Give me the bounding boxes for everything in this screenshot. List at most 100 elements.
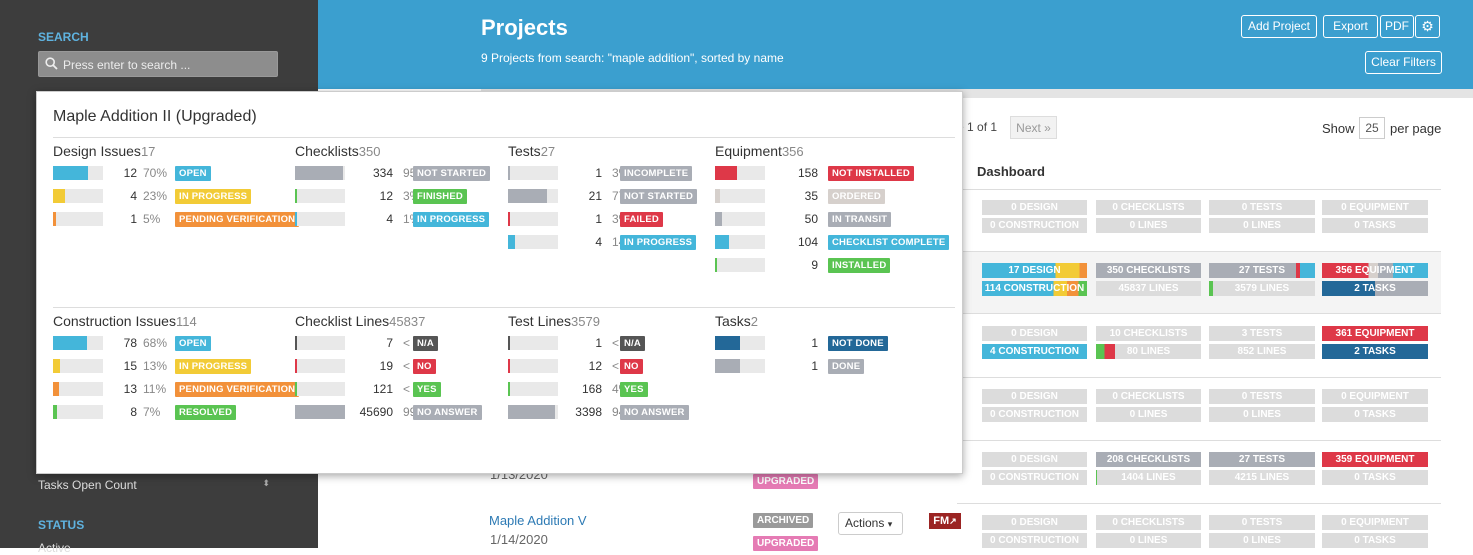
dashboard-pill[interactable]: 17 DESIGN: [982, 263, 1087, 278]
dashboard-pill[interactable]: 0 EQUIPMENT: [1322, 515, 1428, 530]
add-project-button[interactable]: Add Project: [1241, 15, 1317, 38]
section-heading: Design Issues17: [53, 143, 155, 159]
dashboard-pill[interactable]: 0 DESIGN: [982, 452, 1087, 467]
dashboard-pill[interactable]: 0 TASKS: [1322, 470, 1428, 485]
dashboard-pill[interactable]: 0 EQUIPMENT: [1322, 200, 1428, 215]
dashboard-pill[interactable]: 2 TASKS: [1322, 344, 1428, 359]
section-count: 356: [781, 144, 804, 159]
status-count: 35: [804, 189, 818, 203]
actions-dropdown[interactable]: Actions ▾: [838, 512, 903, 535]
dashboard-pill[interactable]: 0 LINES: [1209, 218, 1315, 233]
upgraded-badge: UPGRADED: [753, 536, 819, 551]
progress-fill: [715, 189, 720, 203]
status-count: 1: [595, 336, 602, 350]
status-progress-bar: [295, 212, 345, 226]
dashboard-pill[interactable]: 350 CHECKLISTS: [1096, 263, 1201, 278]
status-percent: 68%: [143, 336, 168, 350]
row-divider: [957, 313, 1441, 314]
section-heading: Equipment356: [715, 143, 804, 159]
progress-fill: [53, 336, 87, 350]
progress-fill: [53, 166, 88, 180]
fm-link-button[interactable]: FM↗: [929, 513, 961, 529]
caret-down-icon: ▾: [887, 519, 893, 529]
section-count: 3579: [571, 314, 600, 329]
dashboard-pill[interactable]: 356 EQUIPMENT: [1322, 263, 1428, 278]
section-name: Checklists: [295, 143, 359, 159]
dashboard-pill[interactable]: 0 CONSTRUCTION: [982, 407, 1087, 422]
dashboard-pill[interactable]: 0 DESIGN: [982, 326, 1087, 341]
dashboard-pill-label: 1404 LINES: [1121, 472, 1176, 483]
dashboard-pill[interactable]: 0 CONSTRUCTION: [982, 470, 1087, 485]
status-percent: 23%: [143, 189, 168, 203]
dashboard-pill[interactable]: 0 CHECKLISTS: [1096, 515, 1201, 530]
project-summary-popover: Maple Addition II (Upgraded) Design Issu…: [36, 91, 963, 474]
dashboard-pill[interactable]: 2 TASKS: [1322, 281, 1428, 296]
section-count: 45837: [389, 314, 426, 329]
status-active[interactable]: Active: [38, 541, 71, 555]
status-label: OPEN: [175, 166, 211, 181]
project-link-maple-addition-v[interactable]: Maple Addition V: [489, 513, 587, 528]
dashboard-pill[interactable]: 0 EQUIPMENT: [1322, 389, 1428, 404]
dashboard-pill[interactable]: 0 DESIGN: [982, 200, 1087, 215]
section-heading: Construction Issues114: [53, 313, 197, 329]
dashboard-pill[interactable]: 0 LINES: [1096, 218, 1201, 233]
section-heading: Test Lines3579: [508, 313, 600, 329]
progress-fill: [53, 212, 56, 226]
dashboard-pill[interactable]: 3 TESTS: [1209, 326, 1315, 341]
dashboard-pill-label: 0 DESIGN: [1011, 391, 1058, 402]
dashboard-pill-label: 0 CHECKLISTS: [1112, 202, 1185, 213]
dashboard-pill[interactable]: 0 LINES: [1209, 533, 1315, 548]
dashboard-pill[interactable]: 0 DESIGN: [982, 389, 1087, 404]
dashboard-pill[interactable]: 0 LINES: [1209, 407, 1315, 422]
search-input[interactable]: Press enter to search ...: [38, 51, 278, 77]
section-name: Design Issues: [53, 143, 141, 159]
dashboard-pill[interactable]: 27 TESTS: [1209, 452, 1315, 467]
status-count: 1: [130, 212, 137, 226]
dashboard-pill[interactable]: 0 TASKS: [1322, 407, 1428, 422]
dashboard-pill[interactable]: 361 EQUIPMENT: [1322, 326, 1428, 341]
dashboard-pill[interactable]: 1404 LINES: [1096, 470, 1201, 485]
dashboard-pill[interactable]: 0 CONSTRUCTION: [982, 218, 1087, 233]
dashboard-pill[interactable]: 0 TESTS: [1209, 389, 1315, 404]
pdf-button[interactable]: PDF: [1380, 15, 1414, 38]
dashboard-pill[interactable]: 0 CONSTRUCTION: [982, 533, 1087, 548]
settings-button[interactable]: ⚙: [1415, 15, 1440, 38]
dashboard-pill[interactable]: 4215 LINES: [1209, 470, 1315, 485]
dashboard-pill[interactable]: 0 TASKS: [1322, 218, 1428, 233]
dashboard-pill-label: 361 EQUIPMENT: [1335, 328, 1415, 339]
dashboard-pill[interactable]: 0 TASKS: [1322, 533, 1428, 548]
section-name: Checklist Lines: [295, 313, 390, 329]
dashboard-pill[interactable]: 0 CHECKLISTS: [1096, 200, 1201, 215]
status-progress-bar: [295, 189, 345, 203]
status-count: 4: [130, 189, 137, 203]
dashboard-pill[interactable]: 208 CHECKLISTS: [1096, 452, 1201, 467]
status-progress-bar: [715, 235, 765, 249]
dashboard-pill[interactable]: 0 LINES: [1096, 533, 1201, 548]
dashboard-pill[interactable]: 0 DESIGN: [982, 515, 1087, 530]
dashboard-pill[interactable]: 80 LINES: [1096, 344, 1201, 359]
status-label: DONE: [828, 359, 865, 374]
next-page-button[interactable]: Next »: [1010, 116, 1057, 139]
dashboard-pill[interactable]: 359 EQUIPMENT: [1322, 452, 1428, 467]
status-count: 12: [123, 166, 137, 180]
dashboard-pill[interactable]: 4 CONSTRUCTION: [982, 344, 1087, 359]
dashboard-pill[interactable]: 27 TESTS: [1209, 263, 1315, 278]
dashboard-pill[interactable]: 114 CONSTRUCTION: [982, 281, 1087, 296]
dashboard-pill[interactable]: 10 CHECKLISTS: [1096, 326, 1201, 341]
status-heading: STATUS: [38, 518, 85, 532]
dashboard-pill[interactable]: 0 CHECKLISTS: [1096, 389, 1201, 404]
dashboard-pill[interactable]: 852 LINES: [1209, 344, 1315, 359]
progress-fill: [508, 212, 510, 226]
clear-filters-button[interactable]: Clear Filters: [1365, 51, 1442, 74]
dashboard-pill[interactable]: 3579 LINES: [1209, 281, 1315, 296]
dashboard-pill[interactable]: 0 TESTS: [1209, 200, 1315, 215]
dashboard-pill[interactable]: 45837 LINES: [1096, 281, 1201, 296]
export-button[interactable]: Export: [1323, 15, 1378, 38]
sort-tasks-open-count[interactable]: Tasks Open Count ⬍: [38, 478, 270, 492]
dashboard-pill-label: 2 TASKS: [1354, 283, 1396, 294]
dashboard-pill[interactable]: 0 TESTS: [1209, 515, 1315, 530]
per-page-input[interactable]: 25: [1359, 117, 1385, 139]
progress-fill: [508, 189, 547, 203]
dashboard-pill[interactable]: 0 LINES: [1096, 407, 1201, 422]
row-divider: [957, 189, 1441, 190]
